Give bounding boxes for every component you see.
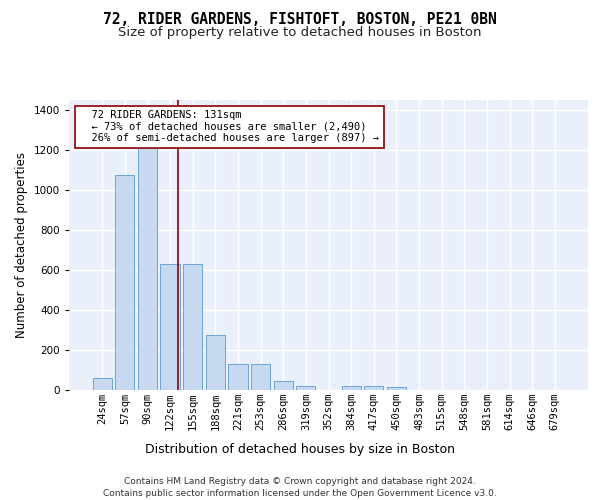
Bar [296,386,316,390]
Bar [251,364,270,390]
Text: 72 RIDER GARDENS: 131sqm
  ← 73% of detached houses are smaller (2,490)
  26% of: 72 RIDER GARDENS: 131sqm ← 73% of detach… [79,110,379,144]
Y-axis label: Number of detached properties: Number of detached properties [15,152,28,338]
Text: 72, RIDER GARDENS, FISHTOFT, BOSTON, PE21 0BN: 72, RIDER GARDENS, FISHTOFT, BOSTON, PE2… [103,12,497,28]
Bar [364,386,383,390]
Bar [274,381,293,390]
Bar [341,386,361,390]
Text: Size of property relative to detached houses in Boston: Size of property relative to detached ho… [118,26,482,39]
Bar [183,264,202,390]
Text: Contains HM Land Registry data © Crown copyright and database right 2024.
Contai: Contains HM Land Registry data © Crown c… [103,476,497,498]
Bar [92,378,112,390]
Bar [138,130,157,390]
Text: Distribution of detached houses by size in Boston: Distribution of detached houses by size … [145,442,455,456]
Bar [229,364,248,390]
Bar [115,175,134,390]
Bar [387,387,406,390]
Bar [160,264,180,390]
Bar [206,335,225,390]
